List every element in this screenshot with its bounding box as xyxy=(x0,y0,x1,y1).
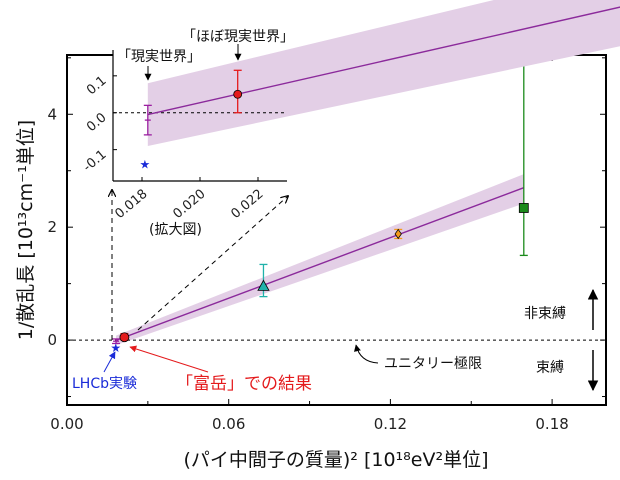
x-axis-label: (パイ中間子の質量)² [10¹⁸eV²単位] xyxy=(183,449,488,471)
annotation-almost-real-world: 「ほぼ現実世界」 xyxy=(182,29,294,45)
annotation-lhcb: LHCb実験 xyxy=(72,376,137,392)
y-tick-label: 2 xyxy=(47,218,57,236)
inset-fit-band xyxy=(147,0,620,146)
main-point-diamond xyxy=(394,228,402,240)
inset-y-tick-label: 0.0 xyxy=(84,110,109,135)
annotation-real-world: 「現実世界」 xyxy=(117,49,201,65)
main-point-lhcb-star: ★ xyxy=(110,341,121,355)
annotation-bound: 束縛 xyxy=(536,359,564,376)
y-tick-label: 0 xyxy=(47,331,57,349)
inset-x-tick-label: 0.022 xyxy=(228,187,266,222)
lhcb-arrow xyxy=(103,351,116,373)
inset-y-tick-label: -0.1 xyxy=(80,147,109,175)
main-point-triangle xyxy=(257,279,270,291)
main-fit-band xyxy=(116,174,524,346)
main-fit-line xyxy=(115,187,525,342)
annotation-unitarity: ユニタリー極限 xyxy=(384,356,482,372)
inset-x-tick-label: 0.018 xyxy=(112,187,150,222)
annotation-fugaku: 「富岳」での結果 xyxy=(176,374,312,394)
annotation-unbound: 非束縛 xyxy=(524,305,566,322)
y-axis-label: 1/散乱長 [10¹³cm⁻¹単位] xyxy=(15,120,37,340)
zoom-arrow-right xyxy=(137,196,288,331)
fugaku-arrow xyxy=(129,345,209,373)
main-point-square xyxy=(518,203,529,213)
inset-point-lhcb-star: ★ xyxy=(140,157,151,171)
inset-caption: (拡大図) xyxy=(149,222,202,238)
x-tick-label: 0.12 xyxy=(374,415,407,433)
x-tick-label: 0.18 xyxy=(535,415,568,433)
y-tick-label: 4 xyxy=(47,105,57,123)
main-point-fugaku xyxy=(119,332,130,343)
x-tick-label: 0.00 xyxy=(50,415,83,433)
unitarity-arrow xyxy=(354,344,379,364)
inset-point-fugaku xyxy=(233,89,243,99)
inset-x-tick-label: 0.020 xyxy=(170,187,208,222)
inset-y-tick-label: 0.1 xyxy=(84,73,109,98)
x-tick-label: 0.06 xyxy=(212,415,245,433)
